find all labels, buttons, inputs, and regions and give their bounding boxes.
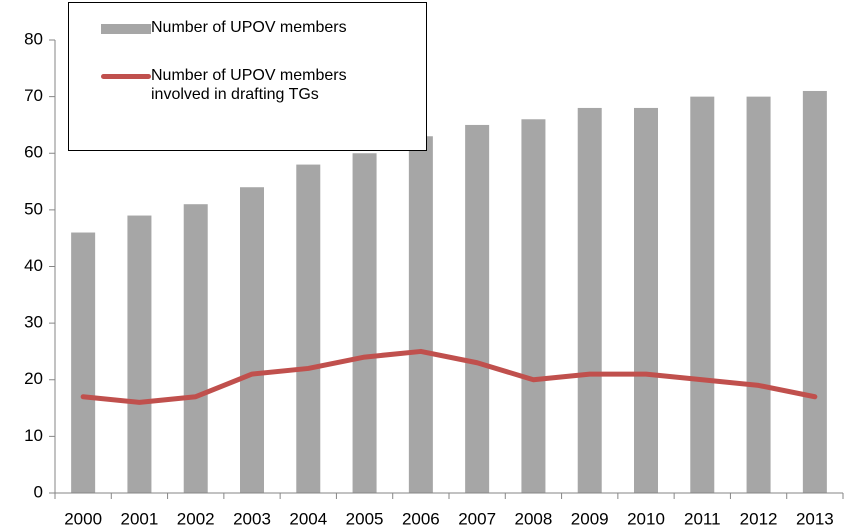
- y-tick-label: 0: [34, 482, 43, 501]
- legend-swatch-line: [101, 74, 151, 79]
- x-tick-label: 2012: [740, 509, 778, 528]
- legend: Number of UPOV members Number of UPOV me…: [68, 2, 427, 151]
- x-tick-label: 2009: [571, 509, 609, 528]
- x-tick-label: 2002: [177, 509, 215, 528]
- x-tick-label: 2008: [515, 509, 553, 528]
- line: [80, 348, 818, 405]
- y-tick-label: 60: [24, 143, 43, 162]
- x-tick-label: 2005: [346, 509, 384, 528]
- bar: [240, 187, 264, 493]
- x-tick-label: 2000: [64, 509, 102, 528]
- y-tick-label: 30: [24, 313, 43, 332]
- legend-label: Number of UPOV members involved in draft…: [151, 67, 347, 103]
- legend-label: Number of UPOV members: [151, 19, 347, 36]
- bar: [296, 164, 321, 493]
- bar: [127, 215, 152, 493]
- bar: [634, 107, 658, 493]
- bar: [690, 96, 715, 493]
- y-tick-label: 20: [24, 369, 43, 388]
- bar: [465, 124, 490, 493]
- x-tick-label: 2001: [121, 509, 159, 528]
- x-tick-label: 2010: [627, 509, 665, 528]
- bar: [408, 136, 433, 493]
- legend-swatch-bar: [101, 24, 151, 34]
- y-tick-label: 40: [24, 256, 43, 275]
- x-tick-label: 2013: [796, 509, 834, 528]
- x-tick-label: 2003: [233, 509, 271, 528]
- bar: [577, 107, 602, 493]
- x-tick-label: 2007: [458, 509, 496, 528]
- bar: [352, 153, 377, 493]
- y-tick-label: 80: [24, 29, 43, 48]
- x-tick-label: 2011: [684, 509, 721, 528]
- bar: [71, 232, 96, 493]
- bar: [802, 90, 827, 494]
- bar: [521, 119, 546, 494]
- y-tick-label: 50: [24, 199, 43, 218]
- x-tick-label: 2004: [289, 509, 327, 528]
- y-tick-label: 10: [24, 426, 43, 445]
- x-tick-label: 2006: [402, 509, 440, 528]
- bar: [183, 204, 208, 493]
- bar: [746, 96, 771, 493]
- y-tick-label: 70: [24, 86, 43, 105]
